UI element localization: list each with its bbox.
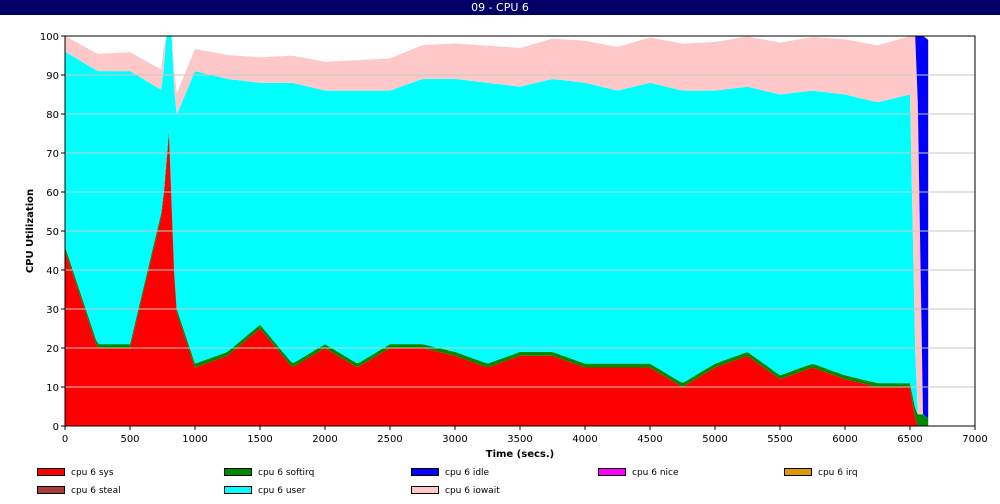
- y-tick-label: 70: [46, 149, 59, 160]
- legend-label: cpu 6 iowait: [445, 486, 500, 496]
- x-tick-label: 3500: [507, 434, 532, 445]
- x-tick-label: 7000: [962, 434, 987, 445]
- chart-title-bar: 09 - CPU 6: [0, 0, 1000, 15]
- y-tick-label: 0: [53, 422, 59, 433]
- y-tick-label: 10: [46, 383, 59, 394]
- legend-swatch: [411, 468, 439, 476]
- y-tick-label: 20: [46, 344, 59, 355]
- x-tick-label: 5500: [767, 434, 792, 445]
- legend-swatch: [598, 468, 626, 476]
- series-area-cpu-6-sys: [65, 133, 929, 426]
- legend-swatch: [411, 486, 439, 494]
- legend-item-cpu-6-iowait: cpu 6 iowait: [411, 484, 591, 498]
- legend-item-cpu-6-user: cpu 6 user: [224, 484, 404, 498]
- x-tick-label: 3000: [442, 434, 467, 445]
- y-tick-label: 60: [46, 188, 59, 199]
- legend-label: cpu 6 softirq: [258, 468, 315, 478]
- x-tick-label: 5000: [702, 434, 727, 445]
- x-tick-label: 2500: [377, 434, 402, 445]
- legend-item-cpu-6-nice: cpu 6 nice: [598, 466, 778, 480]
- series-area-cpu-6-iowait: [65, 36, 929, 419]
- legend-swatch: [224, 468, 252, 476]
- series-area-cpu-6-user: [65, 36, 929, 419]
- legend-swatch: [224, 486, 252, 494]
- legend-swatch: [37, 486, 65, 494]
- legend-label: cpu 6 sys: [71, 468, 114, 478]
- legend-item-cpu-6-softirq: cpu 6 softirq: [224, 466, 404, 480]
- legend-label: cpu 6 steal: [71, 486, 121, 496]
- x-tick-label: 500: [120, 434, 139, 445]
- legend-item-cpu-6-steal: cpu 6 steal: [37, 484, 217, 498]
- x-tick-label: 1500: [247, 434, 272, 445]
- legend-item-cpu-6-idle: cpu 6 idle: [411, 466, 591, 480]
- y-tick-label: 90: [46, 71, 59, 82]
- legend-label: cpu 6 idle: [445, 468, 490, 478]
- window-title: 09 - CPU 6: [471, 1, 529, 14]
- x-tick-label: 4000: [572, 434, 597, 445]
- y-tick-label: 40: [46, 266, 59, 277]
- legend-label: cpu 6 irq: [818, 468, 858, 478]
- x-axis-label: Time (secs.): [486, 449, 555, 460]
- x-tick-label: 0: [62, 434, 68, 445]
- x-tick-label: 4500: [637, 434, 662, 445]
- legend-label: cpu 6 user: [258, 486, 306, 496]
- series-area-cpu-6-softirq: [65, 129, 929, 426]
- y-axis-label: CPU Utilization: [25, 189, 36, 273]
- legend-label: cpu 6 nice: [632, 468, 679, 478]
- legend: cpu 6 sys cpu 6 softirq cpu 6 idle cpu 6 ni…: [0, 462, 1000, 504]
- legend-swatch: [784, 468, 812, 476]
- x-tick-label: 1000: [182, 434, 207, 445]
- y-tick-label: 80: [46, 110, 59, 121]
- y-tick-label: 30: [46, 305, 59, 316]
- x-tick-label: 2000: [312, 434, 337, 445]
- legend-swatch: [37, 468, 65, 476]
- legend-item-cpu-6-sys: cpu 6 sys: [37, 466, 217, 480]
- y-tick-label: 50: [46, 227, 59, 238]
- x-tick-label: 6500: [897, 434, 922, 445]
- legend-item-cpu-6-irq: cpu 6 irq: [784, 466, 964, 480]
- x-tick-label: 6000: [832, 434, 857, 445]
- y-tick-label: 100: [40, 32, 59, 43]
